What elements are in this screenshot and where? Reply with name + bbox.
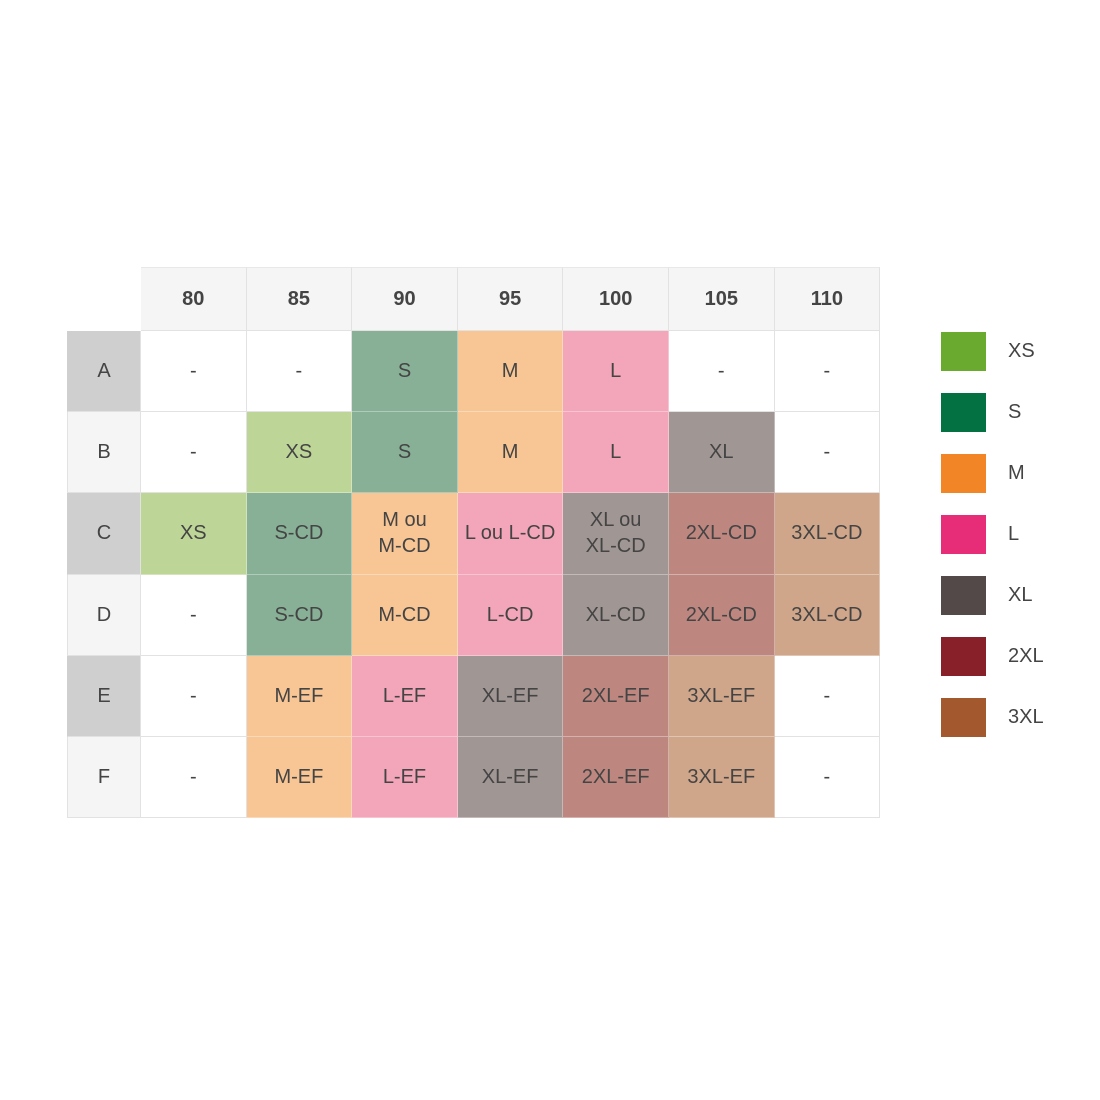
size-cell: 2XL-EF	[563, 736, 669, 819]
legend-label: S	[1008, 400, 1022, 423]
column-header-85: 85	[246, 267, 353, 331]
column-header-90: 90	[352, 267, 458, 331]
size-cell: XL-CD	[563, 574, 669, 656]
legend-item-2xl: 2XL	[941, 636, 1044, 676]
row-label-D: D	[67, 574, 141, 656]
size-cell: 3XL-CD	[774, 574, 881, 656]
row-label-A: A	[67, 331, 141, 413]
size-cell: M	[457, 412, 564, 494]
size-cell: -	[141, 736, 247, 819]
size-cell: XL ou XL-CD	[563, 493, 669, 575]
size-cell: M-CD	[352, 574, 458, 656]
size-cell: -	[774, 412, 881, 494]
size-legend: XS S M L XL 2XL 3XL	[941, 331, 1044, 758]
legend-item-l: L	[941, 514, 1044, 554]
size-cell: -	[774, 331, 881, 413]
size-cell: 3XL-EF	[668, 655, 775, 737]
size-cell: -	[141, 655, 247, 737]
size-cell: 2XL-CD	[668, 574, 775, 656]
legend-item-3xl: 3XL	[941, 697, 1044, 737]
size-cell: S-CD	[246, 493, 353, 575]
size-cell: -	[141, 331, 247, 413]
legend-swatch	[941, 514, 986, 554]
column-header-80: 80	[141, 267, 247, 331]
size-cell: L-EF	[352, 655, 458, 737]
size-cell: M-EF	[246, 736, 353, 819]
legend-swatch	[941, 453, 986, 493]
size-cell: M-EF	[246, 655, 353, 737]
size-cell: XL-EF	[457, 655, 564, 737]
legend-swatch	[941, 392, 986, 432]
column-header-105: 105	[668, 267, 775, 331]
legend-item-s: S	[941, 392, 1044, 432]
size-cell: -	[141, 412, 247, 494]
legend-label: XS	[1008, 339, 1035, 362]
size-table: 80 85 90 95 100 105 110 A - - S M L - - B - XS S M L XL - C XS S-…	[67, 267, 881, 819]
row-label-E: E	[67, 655, 141, 737]
size-cell: M	[457, 331, 564, 413]
legend-swatch	[941, 575, 986, 615]
size-cell: -	[774, 736, 881, 819]
size-cell: S	[352, 331, 458, 413]
table-corner	[67, 267, 141, 331]
size-cell: -	[246, 331, 353, 413]
size-cell: S-CD	[246, 574, 353, 656]
legend-swatch	[941, 636, 986, 676]
size-cell: -	[668, 331, 775, 413]
size-cell: -	[141, 574, 247, 656]
row-label-C: C	[67, 493, 141, 575]
column-header-110: 110	[774, 267, 881, 331]
row-label-F: F	[67, 736, 141, 819]
size-cell: XS	[246, 412, 353, 494]
column-header-95: 95	[457, 267, 564, 331]
size-cell: 2XL-CD	[668, 493, 775, 575]
size-cell: 3XL-CD	[774, 493, 881, 575]
size-cell: L	[563, 412, 669, 494]
size-cell: L-EF	[352, 736, 458, 819]
size-cell: XL	[668, 412, 775, 494]
legend-item-xs: XS	[941, 331, 1044, 371]
legend-label: L	[1008, 522, 1020, 545]
size-cell: S	[352, 412, 458, 494]
legend-label: XL	[1008, 583, 1033, 606]
size-cell: L ou L-CD	[457, 493, 564, 575]
legend-swatch	[941, 697, 986, 737]
size-cell: L-CD	[457, 574, 564, 656]
size-cell: 2XL-EF	[563, 655, 669, 737]
size-cell: 3XL-EF	[668, 736, 775, 819]
legend-label: 2XL	[1008, 644, 1044, 667]
size-cell: XL-EF	[457, 736, 564, 819]
legend-label: 3XL	[1008, 705, 1044, 728]
size-cell: L	[563, 331, 669, 413]
legend-label: M	[1008, 461, 1025, 484]
legend-swatch	[941, 331, 986, 371]
row-label-B: B	[67, 412, 141, 494]
size-cell: XS	[141, 493, 247, 575]
legend-item-xl: XL	[941, 575, 1044, 615]
size-cell: -	[774, 655, 881, 737]
legend-item-m: M	[941, 453, 1044, 493]
column-header-100: 100	[563, 267, 669, 331]
size-cell: M ou M-CD	[352, 493, 458, 575]
